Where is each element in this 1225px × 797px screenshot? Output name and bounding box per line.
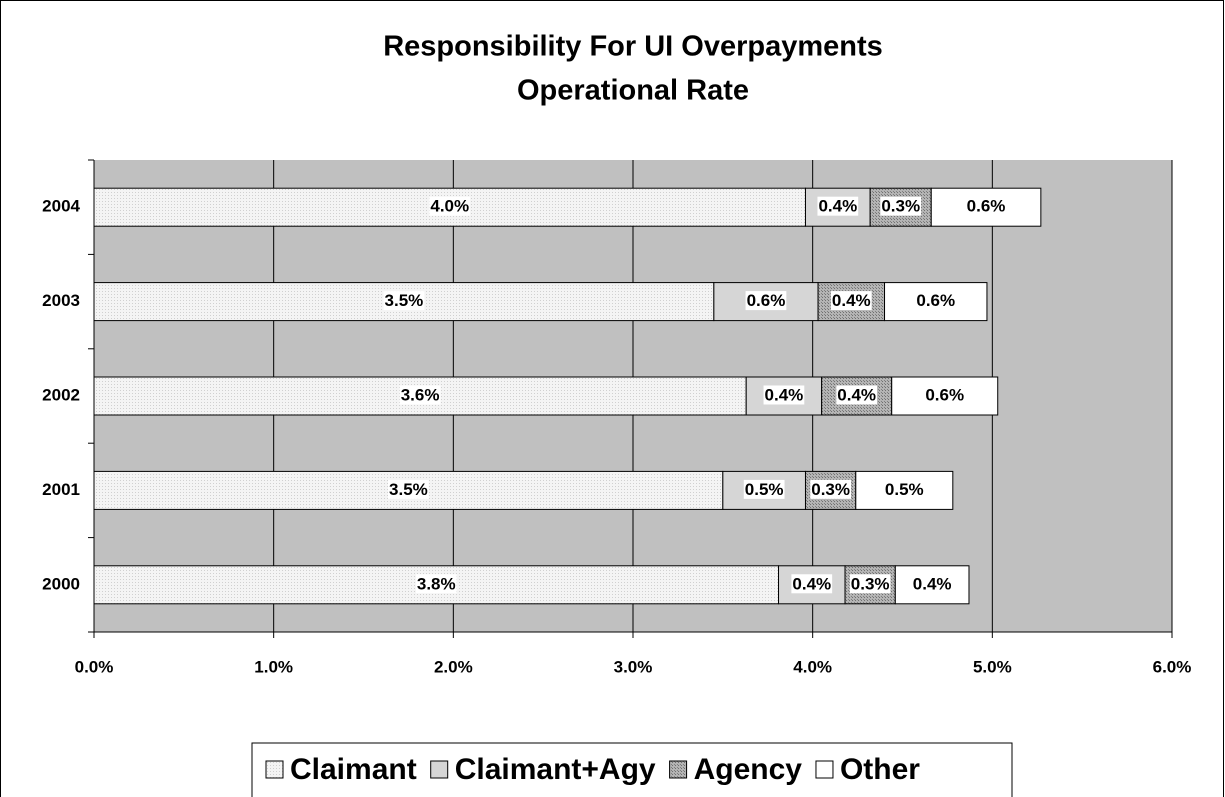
data-label-bg	[383, 291, 425, 311]
data-label-bg	[763, 385, 805, 405]
y-tick-label: 2000	[42, 574, 80, 593]
data-label-bg	[883, 479, 925, 499]
y-tick-label: 2004	[42, 197, 80, 216]
y-tick-label: 2001	[42, 480, 80, 499]
data-label-bg	[429, 196, 471, 216]
x-tick-label: 5.0%	[973, 657, 1012, 676]
data-label: 0.6%	[747, 291, 786, 310]
data-label-bg	[915, 291, 957, 311]
legend-label: Other	[840, 753, 920, 786]
chart-title: Responsibility For UI Overpayments	[383, 31, 883, 63]
legend	[251, 742, 1013, 797]
data-label: 0.4%	[818, 197, 857, 216]
data-label: 3.5%	[389, 480, 428, 499]
chart-title: Operational Rate	[517, 75, 749, 107]
data-label-bg	[745, 291, 787, 311]
data-label-bg	[791, 574, 833, 594]
data-label-bg	[836, 385, 878, 405]
legend-swatch	[265, 760, 284, 779]
legend-swatch	[669, 760, 688, 779]
data-label: 0.4%	[913, 574, 952, 593]
legend-swatch	[430, 760, 449, 779]
data-label: 0.4%	[837, 385, 876, 404]
data-label: 0.4%	[832, 291, 871, 310]
data-label-bg	[399, 385, 441, 405]
data-label: 3.8%	[417, 574, 456, 593]
x-tick-label: 3.0%	[614, 657, 653, 676]
x-tick-label: 2.0%	[434, 657, 473, 676]
legend-label: Claimant	[290, 753, 417, 786]
data-label: 0.6%	[967, 197, 1006, 216]
data-label-bg	[810, 479, 852, 499]
data-label-bg	[924, 385, 966, 405]
x-tick-label: 4.0%	[793, 657, 832, 676]
data-label: 0.6%	[925, 385, 964, 404]
data-label-bg	[415, 574, 457, 594]
legend-label: Claimant+Agy	[455, 753, 656, 786]
bar-segment	[855, 470, 954, 510]
data-label: 0.4%	[765, 385, 804, 404]
data-label: 0.4%	[792, 574, 831, 593]
data-label: 3.6%	[401, 385, 440, 404]
data-label: 3.5%	[385, 291, 424, 310]
data-label-bg	[849, 574, 891, 594]
data-label-bg	[830, 291, 872, 311]
data-label-bg	[965, 196, 1007, 216]
data-label-bg	[388, 479, 429, 499]
data-label: 0.6%	[916, 291, 955, 310]
legend-swatch	[815, 760, 834, 779]
x-tick-label: 1.0%	[254, 657, 293, 676]
data-label-bg	[911, 574, 953, 594]
data-label-bg	[880, 196, 922, 216]
data-label-bg	[817, 196, 859, 216]
x-tick-label: 0.0%	[75, 657, 114, 676]
x-tick-label: 6.0%	[1153, 657, 1192, 676]
y-tick-label: 2003	[42, 291, 80, 310]
y-tick-label: 2002	[42, 385, 80, 404]
legend-label: Agency	[694, 753, 803, 786]
data-label: 0.3%	[851, 574, 890, 593]
data-label: 0.3%	[881, 197, 920, 216]
data-label: 0.5%	[885, 480, 924, 499]
data-label-bg	[743, 479, 785, 499]
data-label: 0.5%	[745, 480, 784, 499]
data-label: 0.3%	[811, 480, 850, 499]
data-label: 4.0%	[430, 197, 469, 216]
